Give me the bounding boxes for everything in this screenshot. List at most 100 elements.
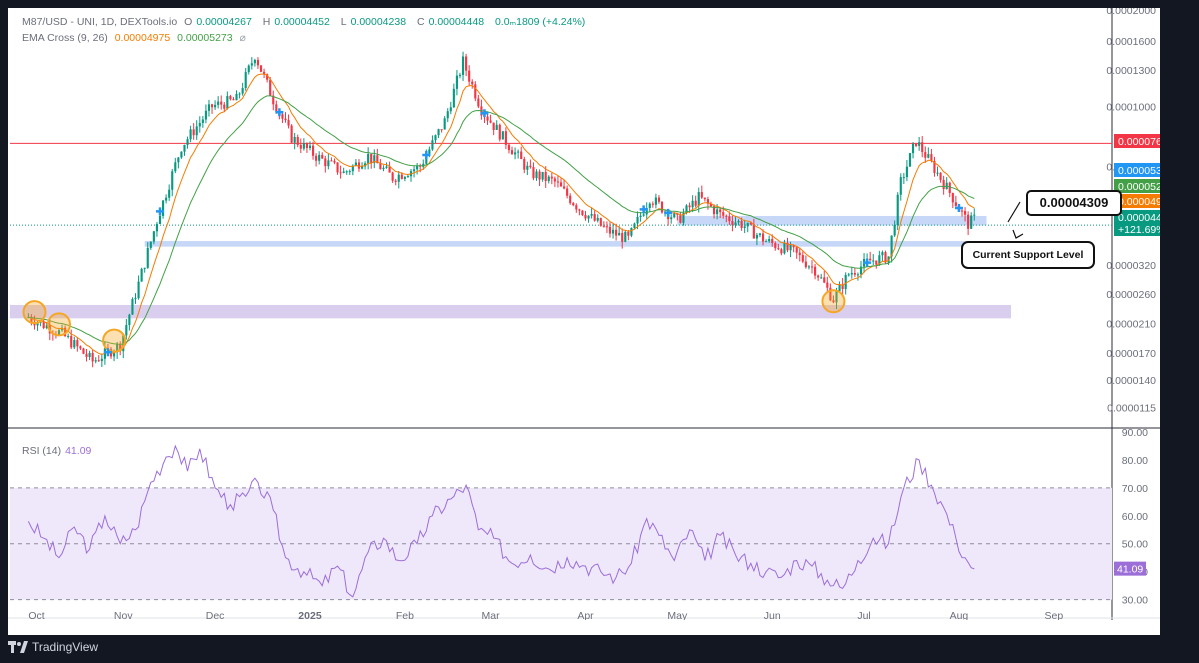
ema-cross-marker <box>275 108 284 117</box>
c-value: 0.00004448 <box>428 16 485 28</box>
candle-body <box>79 346 82 349</box>
candle-body <box>253 59 256 64</box>
candle-body <box>783 242 786 254</box>
candle-body <box>446 111 449 119</box>
candle-body <box>403 177 406 179</box>
candle-body <box>550 176 553 179</box>
candle-body <box>293 136 296 143</box>
candle-body <box>97 360 100 362</box>
time-tick-label: Jun <box>764 610 781 620</box>
rsi-tick-label: 90.00 <box>1122 427 1148 439</box>
candle-body <box>963 211 967 215</box>
price-tick-label: 0.0000140 <box>1106 375 1156 387</box>
candle-body <box>535 171 538 179</box>
ema-legend[interactable]: EMA Cross (9, 26) 0.00004975 0.00005273 … <box>22 32 250 44</box>
candle-body <box>296 136 299 145</box>
candle-body <box>315 155 318 161</box>
candle-body <box>275 104 278 112</box>
candle-body <box>939 172 942 180</box>
candle-body <box>814 266 817 276</box>
candle-body <box>835 291 838 303</box>
candle-body <box>501 131 504 140</box>
candle-body <box>226 96 229 109</box>
price-badge-label: 0.00005273 <box>1118 181 1160 193</box>
candle-body <box>645 207 648 215</box>
candle-body <box>670 217 673 220</box>
candle-body <box>364 163 367 167</box>
candle-body <box>593 214 596 221</box>
candle-body <box>379 163 382 170</box>
candle-body <box>486 116 489 121</box>
candle-body <box>712 206 716 215</box>
candle-body <box>856 274 859 276</box>
candle-body <box>354 162 357 166</box>
candle-body <box>651 203 654 205</box>
candle-body <box>45 325 48 329</box>
ema-cross-marker <box>155 207 164 216</box>
price-badge-label: 0.00004448 <box>1118 212 1160 224</box>
chart-panel[interactable]: 0.0002000 0.0001600 0.0001300 0.0001000 0.00… <box>8 8 1160 635</box>
candle-body <box>844 274 847 290</box>
candle-body <box>91 352 94 362</box>
candle-body <box>566 188 569 196</box>
candle-body <box>247 65 250 73</box>
time-tick-label: Sep <box>1044 610 1063 620</box>
symbol-label: M87/USD - UNI, 1D, DEXTools.io <box>22 16 178 28</box>
candle-body <box>198 122 201 127</box>
candle-body <box>94 360 97 362</box>
current-support-zone <box>677 215 987 226</box>
brand-label: TradingView <box>32 640 99 654</box>
candle-body <box>587 215 590 219</box>
candle-body <box>789 245 792 251</box>
candle-body <box>804 261 807 268</box>
candle-body <box>143 267 146 269</box>
candle-body <box>461 56 465 75</box>
candle-body <box>507 144 511 151</box>
price-chart[interactable]: 0.0002000 0.0001600 0.0001300 0.0001000 0.00… <box>8 8 1160 620</box>
candle-body <box>125 325 128 336</box>
candle-body <box>902 177 905 179</box>
candle-body <box>64 327 67 337</box>
candle-body <box>685 205 688 214</box>
hidden-indicator-icon[interactable]: ⌀ <box>239 32 246 44</box>
candle-body <box>259 65 263 72</box>
candle-body <box>924 152 927 158</box>
change-value: 0.0ₘ1809 (+4.24%) <box>494 16 586 28</box>
candle-body <box>85 353 88 357</box>
ema-cross-marker <box>664 208 673 217</box>
candle-body <box>308 145 312 149</box>
candle-body <box>771 238 774 244</box>
time-tick-label: Nov <box>114 610 133 620</box>
candle-body <box>241 88 244 94</box>
candle-body <box>569 195 572 204</box>
time-tick-label: Jul <box>857 610 870 620</box>
candle-body <box>492 122 495 130</box>
candle-body <box>60 327 64 331</box>
candle-body <box>290 125 293 143</box>
price-badge <box>1114 163 1160 177</box>
candle-body <box>673 213 676 218</box>
candle-body <box>541 171 544 180</box>
candle-body <box>599 218 602 226</box>
candle-body <box>611 229 615 234</box>
candle-body <box>954 202 957 206</box>
rsi-badge <box>1114 561 1146 576</box>
candle-body <box>761 233 765 242</box>
candle-body <box>908 153 912 167</box>
ema-cross-marker <box>103 348 112 357</box>
candle-body <box>581 210 584 216</box>
candle-body <box>884 252 887 263</box>
candle-body <box>217 101 220 105</box>
candle-body <box>841 284 844 290</box>
price-tick-label: 0.0002000 <box>1106 8 1156 17</box>
price-tick-label: 0.0001300 <box>1106 65 1156 77</box>
candle-body <box>67 335 70 337</box>
candle-body <box>621 232 624 242</box>
candle-body <box>758 233 762 235</box>
rsi-legend[interactable]: RSI (14) 41.09 <box>22 445 91 457</box>
price-badge <box>1114 210 1160 236</box>
candle-body <box>345 171 348 173</box>
candle-body <box>406 176 410 178</box>
candle-body <box>155 224 159 232</box>
candle-body <box>725 215 728 217</box>
